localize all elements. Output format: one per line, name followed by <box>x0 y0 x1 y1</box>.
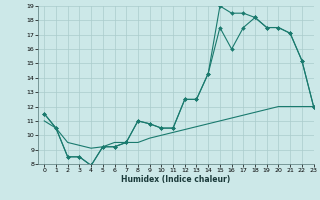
X-axis label: Humidex (Indice chaleur): Humidex (Indice chaleur) <box>121 175 231 184</box>
